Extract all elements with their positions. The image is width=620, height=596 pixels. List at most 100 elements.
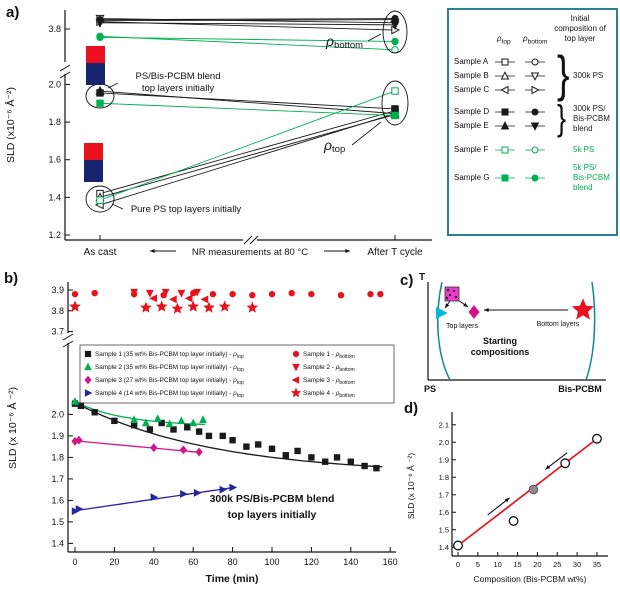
open-data-point [508, 516, 519, 526]
series-sample3-rho-top [71, 435, 203, 457]
circle-marker [391, 46, 399, 54]
square-marker [130, 421, 138, 429]
series-sample-B-top [95, 109, 400, 202]
circle-marker [531, 146, 539, 154]
y-tick: 3.8 [48, 24, 61, 34]
triangle-right-marker [531, 85, 540, 95]
open-data-point [560, 458, 571, 469]
cluster-ellipse [382, 10, 408, 54]
square-marker [91, 409, 98, 416]
triangle-down-marker [177, 289, 186, 298]
circle-marker [292, 350, 300, 358]
diamond-marker [75, 435, 83, 445]
triangle-up-marker [71, 397, 79, 405]
triangle-down-marker [530, 72, 540, 81]
x-tick: 35 [593, 560, 601, 569]
binodal-left-curve [437, 281, 451, 381]
panel-b-ylabel: SLD (x 10⁻⁶ Å ⁻²) [6, 387, 19, 469]
fit-line [74, 486, 235, 512]
circle-marker [391, 37, 399, 46]
legend-row-markers [495, 58, 545, 66]
triangle-right-marker [75, 505, 84, 513]
series-sample4-rho-top [71, 483, 238, 516]
diamond-marker [84, 375, 92, 385]
square-marker [501, 146, 509, 154]
x-tick: 25 [553, 560, 561, 569]
star-marker [187, 300, 200, 312]
y-tick: 1.5 [439, 525, 449, 534]
triangle-right-marker [193, 488, 202, 497]
triangle-right-marker [150, 493, 159, 502]
legend-row-markers [495, 174, 545, 182]
diamond-marker [150, 443, 158, 453]
circle-marker [531, 108, 539, 116]
square-marker [501, 174, 509, 182]
triangle-left-marker [149, 294, 157, 303]
legend-entry: Sample 4 (14 wt% Bis-PCBM top layer init… [95, 390, 244, 399]
triangle-right-marker [219, 485, 228, 494]
annotation-pure: Pure PS top layers initially [131, 204, 242, 215]
triangle-down-marker [95, 19, 105, 28]
legend-entry: Sample 3 (27 wt% Bis-PCBM top layer init… [95, 377, 244, 386]
circle-marker [249, 292, 256, 299]
fit-line [74, 440, 200, 453]
x-tick: 120 [304, 557, 319, 567]
y-tick: 2.0 [48, 79, 61, 89]
triangle-up-marker [95, 85, 105, 95]
square-marker [77, 402, 85, 410]
series-sample1-rho-bottom [71, 289, 384, 299]
triangle-left-marker [184, 294, 193, 303]
square-marker [184, 424, 191, 431]
series-sample-A-top [96, 107, 399, 198]
legend-entry: Sample 3 - ρbottom [303, 377, 355, 386]
square-marker [501, 108, 509, 116]
triangle-right-marker [71, 507, 80, 516]
panel-c-label: c) [400, 272, 414, 289]
triangle-up-marker [199, 415, 207, 423]
series-sample-F-top [96, 87, 399, 204]
blend-square-marker [444, 286, 460, 302]
circle-marker [229, 290, 236, 298]
x-tick: 5 [476, 560, 480, 569]
legend-header-right: Initial composition of top layer [554, 14, 606, 43]
x-tick: 80 [228, 557, 238, 567]
triangle-left-marker [500, 85, 509, 95]
panel-d-label: d) [404, 400, 419, 417]
sample-legend-box: Initial composition of top layer ρtop ρbot… [447, 8, 618, 236]
triangle-left-marker [200, 295, 209, 304]
y-tick: 1.7 [51, 474, 64, 484]
y-tick: 1.9 [51, 431, 64, 441]
x-tick: 0 [456, 560, 460, 569]
y-tick: 1.8 [51, 452, 64, 462]
bis-pcbm-label: Bis-PCBM [558, 384, 602, 394]
square-marker [321, 458, 329, 465]
y-tick: 1.7 [439, 490, 449, 499]
y-tick: 1.8 [48, 117, 61, 127]
circle-marker [367, 290, 374, 298]
square-marker [146, 426, 154, 433]
series-sample-G-bottom [96, 33, 399, 46]
legend-row-name: Sample C [454, 85, 490, 94]
square-marker [373, 464, 380, 472]
triangle-up-marker [84, 362, 92, 371]
legend-row-name: Sample E [454, 121, 489, 130]
triangle-up-marker [500, 71, 510, 80]
pure-bar-blue [84, 160, 103, 182]
legend-row-name: Sample B [454, 71, 489, 80]
annotation-blend: PS/Bis-PCBM blend [135, 71, 220, 82]
square-marker [361, 462, 368, 470]
y-tick: 1.6 [51, 495, 64, 505]
circle-marker [308, 290, 315, 298]
legend-entry: Sample 1 (35 wt% Bis-PCBM top layer init… [95, 351, 244, 360]
panel-a-chart: 3.8 2.0 1.8 1.6 1.4 1.2 As cast After T cycle NR… [4, 10, 432, 258]
circle-marker [96, 33, 104, 42]
legend-row-name: Sample D [454, 107, 490, 116]
y-tick: 1.4 [51, 538, 64, 548]
series-sample-B-bottom [95, 14, 400, 28]
square-marker [96, 196, 104, 204]
square-marker [347, 458, 355, 465]
triangle-right-marker [180, 490, 188, 498]
fit-line [457, 438, 598, 547]
panel-b-legend-box [79, 344, 395, 404]
open-data-point [591, 433, 602, 444]
